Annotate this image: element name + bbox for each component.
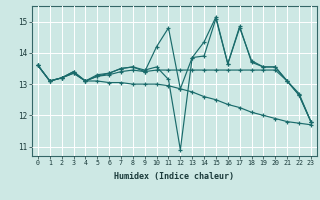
X-axis label: Humidex (Indice chaleur): Humidex (Indice chaleur) xyxy=(115,172,234,181)
